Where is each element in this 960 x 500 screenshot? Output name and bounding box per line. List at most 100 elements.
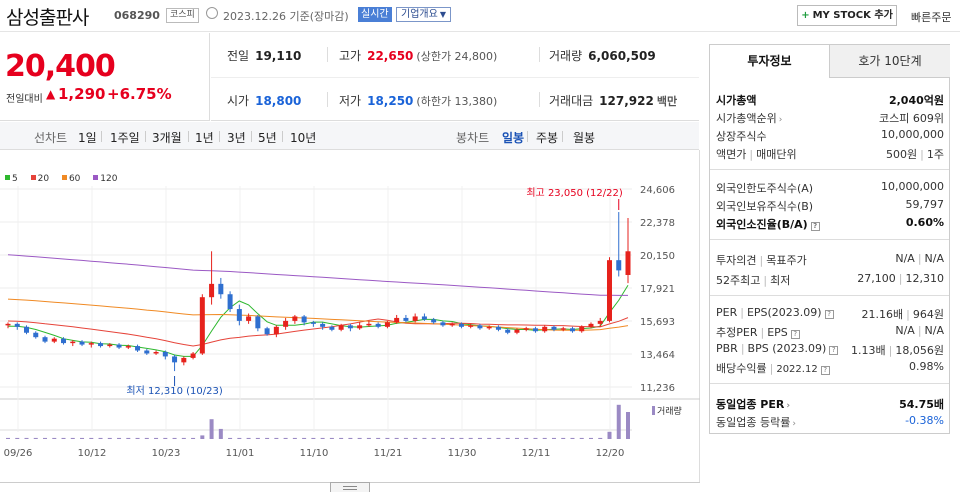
- low-annotation: 최저 12,310 (10/23): [126, 385, 222, 397]
- candle-body: [283, 320, 289, 327]
- candle-weekly[interactable]: 주봉: [536, 131, 559, 145]
- volume-bar: [228, 437, 233, 439]
- candlestick-chart[interactable]: 24,606 22,378 20,150 17,921 15,693 13,464 11,2…: [0, 150, 700, 482]
- candle-body: [551, 326, 557, 330]
- volume-bar: [320, 437, 325, 439]
- candle-body: [70, 341, 76, 344]
- volume-bar: [588, 437, 593, 439]
- x-tick-label: 11/10: [300, 448, 329, 459]
- period-1d[interactable]: 1일: [78, 131, 97, 145]
- candle-body: [588, 323, 594, 327]
- candle-body: [449, 323, 455, 326]
- volume-bar: [117, 437, 122, 439]
- volume-bar: [172, 437, 177, 439]
- volume-bar: [570, 437, 575, 439]
- volume-bar: [487, 437, 492, 439]
- corp-overview-label: 기업개요: [401, 9, 438, 20]
- legend-ma60: 60: [61, 174, 80, 184]
- volume-bar: [107, 437, 112, 439]
- tab-orderbook[interactable]: 호가 10단계: [830, 45, 950, 78]
- corp-overview-dropdown[interactable]: 기업개요 ▼: [396, 7, 451, 22]
- period-10y[interactable]: 10년: [290, 131, 317, 145]
- volume-bar: [218, 428, 223, 439]
- period-1w[interactable]: 1주일: [110, 131, 140, 145]
- volume-bar: [154, 437, 159, 439]
- realtime-button[interactable]: 실시간: [358, 7, 392, 22]
- help-icon[interactable]: ?: [790, 330, 800, 339]
- volume-bar: [459, 437, 464, 439]
- y-tick-label: 15,693: [640, 317, 675, 328]
- stock-header: 삼성출판사 068290 코스피 2023.12.26 기준(장마감) 실시간 …: [0, 0, 960, 32]
- volume-bar: [403, 437, 408, 439]
- volume-bar: [200, 435, 205, 439]
- period-1y[interactable]: 1년: [195, 131, 214, 145]
- tab-invest-info[interactable]: 투자정보: [710, 45, 830, 78]
- help-icon[interactable]: ?: [829, 346, 839, 355]
- y-tick-label: 20,150: [640, 251, 675, 262]
- prev-close: 전일 19,110: [227, 49, 302, 63]
- candle-body: [98, 343, 104, 347]
- chevron-right-icon: ›: [792, 419, 796, 429]
- market-cap-row: 시가총액 2,040억원: [716, 94, 944, 107]
- company-name: 삼성출판사: [6, 7, 89, 29]
- current-price: 20,400: [5, 49, 116, 84]
- low-price: 저가 18,250 (하한가 13,380): [339, 94, 498, 108]
- candle-body: [394, 317, 400, 323]
- candle-body: [347, 325, 353, 329]
- candle-body: [264, 328, 270, 335]
- candle-body: [107, 344, 113, 347]
- candle-body: [33, 332, 39, 338]
- help-icon[interactable]: ?: [810, 222, 820, 231]
- sector-change-row: 동일업종 등락률 › -0.38%: [716, 414, 944, 429]
- opinion-row: 투자의견 | 목표주가 N/A | N/A: [716, 252, 944, 267]
- candle-body: [144, 350, 150, 354]
- volume-bar: [339, 437, 344, 439]
- candle-chart-label: 봉차트: [456, 131, 490, 145]
- price-change-pct: +6.75%: [107, 85, 172, 103]
- volume-bar: [348, 437, 353, 439]
- volume-bar: [80, 437, 85, 439]
- candle-body: [273, 326, 279, 335]
- volume-bar: [246, 437, 251, 439]
- candle-body: [514, 329, 520, 333]
- chart-scroll-handle[interactable]: [330, 482, 370, 492]
- candle-body: [486, 326, 492, 329]
- pbr-bps-row: PBR | BPS (2023.09)? 1.13배 | 18,056원: [716, 342, 944, 357]
- volume-bar: [61, 437, 66, 439]
- legend-ma120: 120: [93, 174, 117, 184]
- volume-bar: [135, 437, 140, 439]
- volume-bar: [265, 437, 270, 439]
- candle-body: [181, 357, 187, 363]
- volume-bar: [533, 437, 538, 439]
- candle-body: [292, 316, 298, 321]
- open-price: 시가 18,800: [227, 94, 302, 108]
- period-3m[interactable]: 3개월: [152, 131, 182, 145]
- candle-body: [421, 316, 427, 320]
- mystock-label: MY STOCK 추가: [812, 10, 893, 21]
- candle-daily[interactable]: 일봉: [502, 131, 525, 145]
- trade-value: 거래대금 127,922 백만: [549, 94, 678, 108]
- market-cap-rank-row: 시가총액순위 › 코스피 609위: [716, 112, 944, 125]
- volume-bar: [237, 437, 242, 439]
- volume: 거래량 6,060,509: [549, 49, 656, 63]
- volume-bar: [126, 437, 131, 439]
- candle-monthly[interactable]: 월봉: [573, 131, 596, 145]
- mystock-add-button[interactable]: + MY STOCK 추가: [797, 5, 897, 26]
- volume-bar: [496, 437, 501, 439]
- help-icon[interactable]: ?: [824, 310, 834, 319]
- x-tick-label: 12/11: [522, 448, 551, 459]
- period-3y[interactable]: 3년: [227, 131, 246, 145]
- quick-order-link[interactable]: 빠른주문: [911, 11, 952, 24]
- candle-body: [310, 322, 316, 324]
- candle-body: [579, 326, 585, 332]
- market-badge: 코스피: [166, 8, 199, 23]
- volume-bar: [579, 437, 584, 439]
- x-tick-label: 09/26: [4, 448, 33, 459]
- price-box: 20,400 전일대비 ▲ 1,290 +6.75%: [0, 33, 210, 121]
- volume-bar: [33, 437, 38, 439]
- volume-bar: [385, 437, 390, 439]
- help-icon[interactable]: ?: [820, 366, 830, 375]
- volume-bar: [24, 437, 29, 439]
- volume-bar: [43, 437, 48, 439]
- period-5y[interactable]: 5년: [258, 131, 277, 145]
